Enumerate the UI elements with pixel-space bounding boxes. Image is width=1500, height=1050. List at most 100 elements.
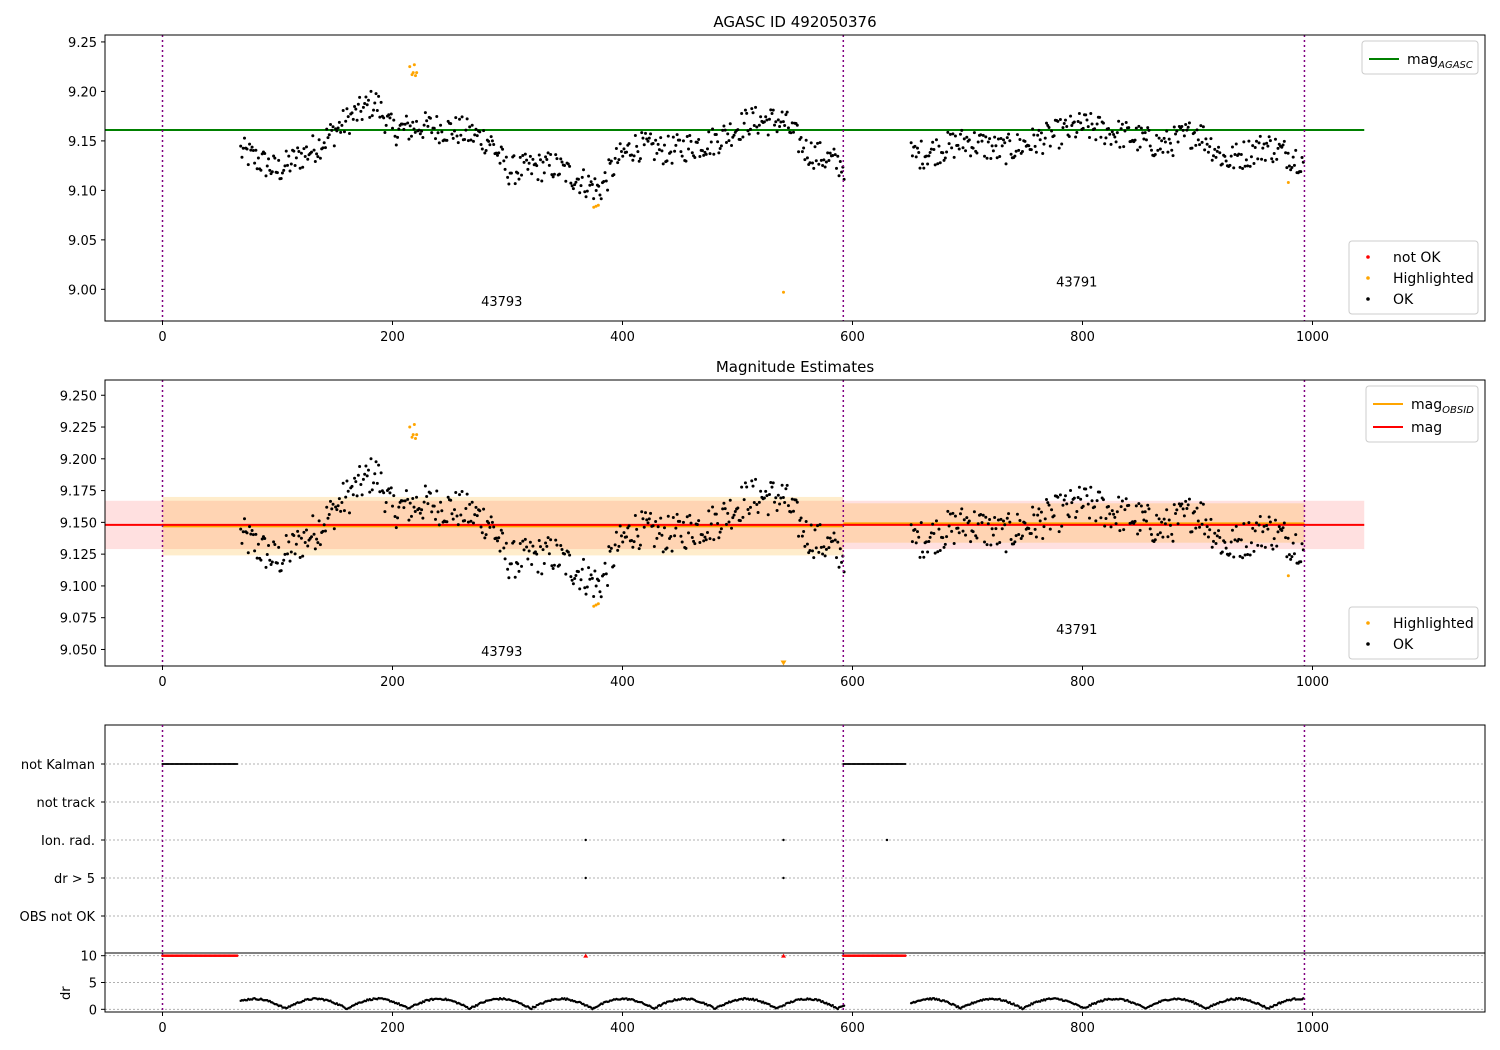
middle-ok-point — [969, 540, 973, 544]
top-ok-point — [660, 149, 664, 153]
chart-title-top: AGASC ID 492050376 — [713, 13, 876, 31]
middle-ok-point — [799, 516, 803, 520]
middle-ok-point — [783, 501, 787, 505]
middle-ok-point — [469, 519, 473, 523]
top-ok-point — [1157, 136, 1161, 140]
middle-ok-point — [1200, 522, 1204, 526]
middle-ok-point — [1228, 552, 1232, 556]
middle-ok-point — [684, 546, 688, 550]
top-ok-point — [714, 133, 718, 137]
middle-ok-point — [614, 530, 618, 534]
middle-ok-point — [335, 508, 339, 512]
top-ok-point — [1285, 166, 1289, 170]
middle-ok-point — [516, 562, 520, 566]
middle-ok-point — [952, 542, 956, 546]
top-ok-point — [971, 146, 975, 150]
top-ok-point — [984, 135, 988, 139]
top-ok-point — [411, 120, 415, 124]
middle-ok-point — [759, 489, 763, 493]
top-ok-point — [1112, 133, 1116, 137]
top-ok-point — [539, 158, 543, 162]
middle-ok-point — [818, 523, 822, 527]
middle-ok-point — [1039, 510, 1043, 514]
top-ok-point — [287, 154, 291, 158]
middle-ok-point — [391, 504, 394, 508]
top-ytick-label: 9.05 — [68, 234, 97, 249]
middle-ok-point — [459, 513, 463, 517]
middle-ok-point — [1208, 528, 1212, 532]
middle-highlighted-point — [412, 422, 416, 426]
top-ok-point — [823, 165, 827, 169]
top-ok-point — [422, 123, 426, 127]
middle-ok-point — [446, 495, 450, 499]
middle-ok-point — [998, 540, 1002, 544]
top-ok-point — [726, 132, 730, 136]
top-ok-point — [813, 145, 817, 149]
middle-ok-point — [520, 564, 524, 568]
middle-ok-point — [654, 519, 658, 523]
top-ok-point — [655, 151, 659, 155]
middle-ok-point — [651, 524, 655, 528]
middle-ok-point — [1251, 526, 1255, 530]
top-ok-point — [351, 117, 355, 121]
middle-ok-point — [1120, 499, 1124, 503]
middle-ok-point — [490, 520, 494, 524]
top-highlighted-point — [414, 74, 417, 78]
top-ok-point — [646, 139, 650, 143]
top-ok-point — [1038, 138, 1042, 142]
middle-ok-point — [712, 538, 716, 542]
middle-ok-point — [709, 522, 713, 526]
top-ok-point — [693, 155, 697, 159]
top-legend-point-label: OK — [1393, 292, 1414, 308]
middle-ok-point — [1003, 523, 1007, 527]
top-ok-point — [662, 143, 666, 147]
top-ok-point — [1047, 125, 1051, 129]
top-ok-point — [573, 183, 577, 187]
top-ok-point — [1276, 146, 1280, 150]
dr-point — [335, 1002, 339, 1005]
middle-ok-point — [1234, 524, 1238, 528]
middle-ok-point — [356, 473, 360, 477]
top-ok-point — [1095, 122, 1099, 126]
top-ok-point — [363, 101, 367, 105]
middle-ok-point — [1106, 505, 1110, 509]
middle-ok-point — [942, 545, 946, 549]
middle-ok-point — [798, 518, 802, 522]
middle-ok-point — [571, 582, 575, 586]
middle-ok-point — [1198, 525, 1202, 529]
top-ok-point — [321, 146, 325, 150]
middle-ok-point — [984, 515, 988, 519]
middle-ok-point — [1098, 490, 1102, 494]
top-ok-point — [1214, 155, 1218, 159]
middle-ok-point — [1141, 510, 1145, 514]
middle-ok-point — [602, 573, 606, 577]
middle-legend-label: mag — [1411, 420, 1442, 436]
top-ok-point — [580, 175, 584, 179]
middle-ok-point — [741, 515, 745, 519]
middle-ok-point — [439, 500, 443, 504]
middle-ok-point — [707, 509, 711, 513]
top-ok-point — [1124, 120, 1128, 124]
middle-ok-point — [1280, 529, 1284, 533]
middle-ok-point — [780, 483, 784, 487]
top-ok-point — [426, 124, 430, 128]
middle-ok-point — [536, 570, 540, 574]
middle-ok-point — [685, 515, 689, 519]
middle-ok-point — [835, 556, 839, 560]
middle-ok-point — [301, 554, 305, 558]
middle-ok-point — [630, 539, 634, 543]
middle-ok-point — [1161, 535, 1165, 539]
flags-row-label: not track — [36, 796, 95, 811]
middle-ok-point — [293, 552, 297, 556]
middle-ok-point — [566, 550, 570, 554]
middle-highlighted-point — [596, 602, 600, 606]
top-ok-point — [1014, 149, 1018, 153]
middle-ok-point — [379, 471, 383, 475]
top-ok-point — [1291, 155, 1295, 159]
top-ok-point — [1281, 143, 1285, 147]
middle-ok-point — [616, 548, 620, 552]
top-ok-point — [985, 156, 989, 160]
middle-ok-point — [647, 517, 651, 521]
top-ok-point — [704, 152, 708, 156]
middle-ytick-label: 9.175 — [60, 485, 97, 500]
